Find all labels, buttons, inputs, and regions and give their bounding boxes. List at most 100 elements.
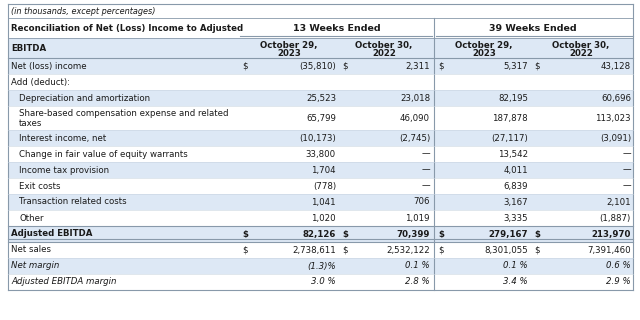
Bar (8, 130, 633, 146)
Text: 187,878: 187,878 (492, 114, 528, 123)
Text: —: — (421, 181, 430, 190)
Text: 2022: 2022 (569, 49, 593, 58)
Text: 113,023: 113,023 (595, 114, 631, 123)
Text: (778): (778) (313, 181, 336, 190)
Text: Net margin: Net margin (11, 261, 60, 270)
Text: —: — (622, 165, 631, 174)
Text: (1.3)%: (1.3)% (307, 261, 336, 270)
Text: (in thousands, except percentages): (in thousands, except percentages) (11, 6, 156, 15)
Bar (8, 18, 633, 38)
Bar (8, 178, 633, 194)
Text: (1,887): (1,887) (600, 213, 631, 222)
Text: 3.0 %: 3.0 % (311, 277, 336, 286)
Text: Net sales: Net sales (11, 245, 51, 254)
Text: Share-based compensation expense and related: Share-based compensation expense and rel… (19, 108, 228, 117)
Text: Adjusted EBITDA: Adjusted EBITDA (11, 229, 92, 238)
Bar (8, 90, 633, 106)
Text: 2.9 %: 2.9 % (606, 277, 631, 286)
Text: —: — (421, 149, 430, 158)
Text: 3,335: 3,335 (504, 213, 528, 222)
Text: Change in fair value of equity warrants: Change in fair value of equity warrants (19, 149, 188, 158)
Text: Income tax provision: Income tax provision (19, 165, 109, 174)
Text: $: $ (342, 245, 348, 254)
Text: 5,317: 5,317 (504, 61, 528, 70)
Text: 2023: 2023 (277, 49, 301, 58)
Text: EBITDA: EBITDA (11, 44, 46, 52)
Text: Add (deduct):: Add (deduct): (11, 77, 70, 86)
Text: —: — (622, 149, 631, 158)
Text: (35,810): (35,810) (300, 61, 336, 70)
Text: 65,799: 65,799 (306, 114, 336, 123)
Text: October 30,: October 30, (355, 41, 413, 50)
Text: taxes: taxes (19, 118, 42, 127)
Bar (8, 38, 633, 58)
Text: 3.4 %: 3.4 % (503, 277, 528, 286)
Text: —: — (622, 181, 631, 190)
Text: 8,301,055: 8,301,055 (484, 245, 528, 254)
Text: 39 Weeks Ended: 39 Weeks Ended (489, 23, 577, 33)
Text: 7,391,460: 7,391,460 (588, 245, 631, 254)
Text: 70,399: 70,399 (397, 229, 430, 238)
Text: 23,018: 23,018 (400, 93, 430, 102)
Bar (8, 194, 633, 210)
Text: 43,128: 43,128 (601, 61, 631, 70)
Bar (8, 226, 633, 242)
Text: 2022: 2022 (372, 49, 396, 58)
Text: 0.6 %: 0.6 % (606, 261, 631, 270)
Text: $: $ (438, 245, 444, 254)
Text: 2,101: 2,101 (606, 197, 631, 206)
Text: $: $ (242, 245, 248, 254)
Text: Depreciation and amortization: Depreciation and amortization (19, 93, 150, 102)
Text: 13,542: 13,542 (498, 149, 528, 158)
Text: $: $ (342, 229, 348, 238)
Text: Reconciliation of Net (Loss) Income to Adjusted: Reconciliation of Net (Loss) Income to A… (11, 23, 243, 33)
Bar (8, 58, 633, 74)
Text: —: — (421, 165, 430, 174)
Text: 82,126: 82,126 (303, 229, 336, 238)
Text: 2,532,122: 2,532,122 (387, 245, 430, 254)
Text: (27,117): (27,117) (492, 133, 528, 142)
Text: 1,020: 1,020 (312, 213, 336, 222)
Text: (2,745): (2,745) (399, 133, 430, 142)
Bar (8, 74, 633, 90)
Text: $: $ (534, 61, 540, 70)
Text: 213,970: 213,970 (591, 229, 631, 238)
Text: 1,019: 1,019 (406, 213, 430, 222)
Text: 82,195: 82,195 (498, 93, 528, 102)
Text: 2,738,611: 2,738,611 (292, 245, 336, 254)
Text: 4,011: 4,011 (504, 165, 528, 174)
Text: Exit costs: Exit costs (19, 181, 61, 190)
Text: 279,167: 279,167 (488, 229, 528, 238)
Text: Net (loss) income: Net (loss) income (11, 61, 86, 70)
Text: $: $ (438, 61, 444, 70)
Text: 2,311: 2,311 (405, 61, 430, 70)
Bar (8, 242, 633, 258)
Text: $: $ (242, 229, 248, 238)
Bar (8, 274, 633, 290)
Bar (8, 162, 633, 178)
Text: 25,523: 25,523 (306, 93, 336, 102)
Text: $: $ (534, 229, 540, 238)
Text: 2023: 2023 (472, 49, 496, 58)
Bar (8, 258, 633, 274)
Text: October 29,: October 29, (260, 41, 317, 50)
Bar (8, 146, 633, 162)
Bar (8, 106, 633, 130)
Text: 13 Weeks Ended: 13 Weeks Ended (293, 23, 381, 33)
Text: 3,167: 3,167 (504, 197, 528, 206)
Text: 1,704: 1,704 (312, 165, 336, 174)
Text: 33,800: 33,800 (306, 149, 336, 158)
Text: 2.8 %: 2.8 % (405, 277, 430, 286)
Text: Other: Other (19, 213, 44, 222)
Text: $: $ (438, 229, 444, 238)
Bar (8, 210, 633, 226)
Text: 60,696: 60,696 (601, 93, 631, 102)
Bar (8, 4, 633, 18)
Text: 0.1 %: 0.1 % (405, 261, 430, 270)
Text: October 29,: October 29, (455, 41, 513, 50)
Text: Transaction related costs: Transaction related costs (19, 197, 127, 206)
Text: 0.1 %: 0.1 % (503, 261, 528, 270)
Text: $: $ (342, 61, 348, 70)
Text: $: $ (534, 245, 540, 254)
Text: 46,090: 46,090 (400, 114, 430, 123)
